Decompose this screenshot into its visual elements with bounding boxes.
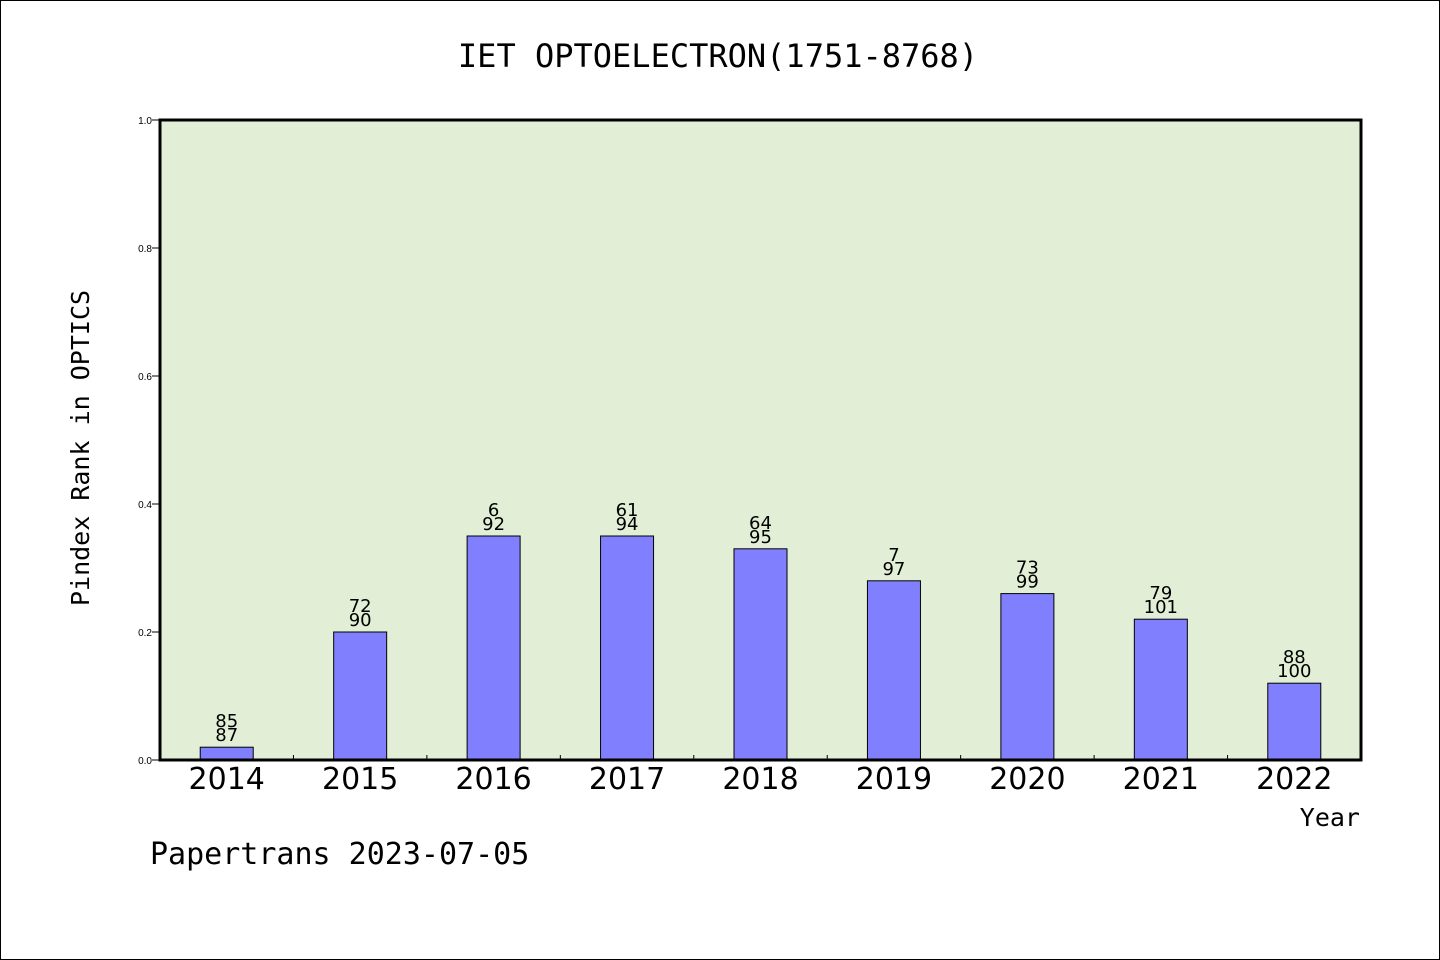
- bars-group: [199, 535, 1322, 761]
- data-label-top: 6: [488, 500, 499, 521]
- data-label-top: 85: [215, 711, 238, 732]
- data-label-top: 61: [616, 500, 639, 521]
- y-tick-label: 0.8: [138, 244, 152, 255]
- data-label-top: 7: [888, 545, 899, 566]
- data-label-top: 73: [1016, 558, 1039, 579]
- data-label-bottom: 101: [1144, 597, 1178, 618]
- data-label-top: 72: [349, 596, 372, 617]
- x-tick-label: 2021: [1123, 762, 1199, 797]
- bar: [866, 580, 921, 761]
- y-axis-title: Pindex Rank in OPTICS: [66, 290, 95, 606]
- bar: [466, 535, 521, 761]
- data-label-bottom: 97: [882, 559, 905, 580]
- bar: [333, 631, 388, 761]
- x-tick-label: 2020: [989, 762, 1065, 797]
- y-axis: 0.0 0.2 0.4 0.6 0.8 1.0: [138, 116, 160, 767]
- data-label-bottom: 95: [749, 527, 772, 548]
- bar: [1267, 682, 1322, 761]
- y-tick-label: 0.6: [138, 372, 152, 383]
- y-tick-label: 0.4: [138, 500, 152, 511]
- x-tick-label: 2022: [1256, 762, 1332, 797]
- data-label-bottom: 92: [482, 514, 505, 535]
- data-label-bottom: 87: [215, 725, 238, 746]
- x-tick-label: 2017: [589, 762, 665, 797]
- bar: [199, 746, 254, 761]
- data-label-top: 64: [749, 513, 772, 534]
- plot-border: [158, 118, 1363, 762]
- x-tick-label: 2019: [856, 762, 932, 797]
- x-tick-label: 2015: [322, 762, 398, 797]
- data-label-bottom: 90: [349, 610, 372, 631]
- data-label-bottom: 99: [1016, 572, 1039, 593]
- y-tick-label: 0.0: [138, 756, 152, 767]
- data-label-bottom: 94: [616, 514, 639, 535]
- data-label-bottom: 100: [1277, 661, 1311, 682]
- chart-title: IET OPTOELECTRON(1751-8768): [458, 37, 978, 75]
- bar: [733, 548, 788, 761]
- data-label-top: 88: [1283, 647, 1306, 668]
- x-axis: 2014 2015 2016 2017 2018 2019 2020 2021 2022: [189, 755, 1332, 797]
- bar: [1000, 593, 1055, 761]
- x-axis-title: Year: [1300, 803, 1360, 832]
- x-tick-label: 2014: [189, 762, 265, 797]
- x-tick-label: 2016: [455, 762, 531, 797]
- bar: [600, 535, 655, 761]
- y-tick-label: 0.2: [138, 628, 152, 639]
- bar: [1133, 618, 1188, 761]
- footer-text: Papertrans 2023-07-05: [150, 837, 529, 872]
- y-tick-label: 1.0: [138, 116, 152, 127]
- data-label-top: 79: [1149, 583, 1172, 604]
- x-tick-label: 2018: [722, 762, 798, 797]
